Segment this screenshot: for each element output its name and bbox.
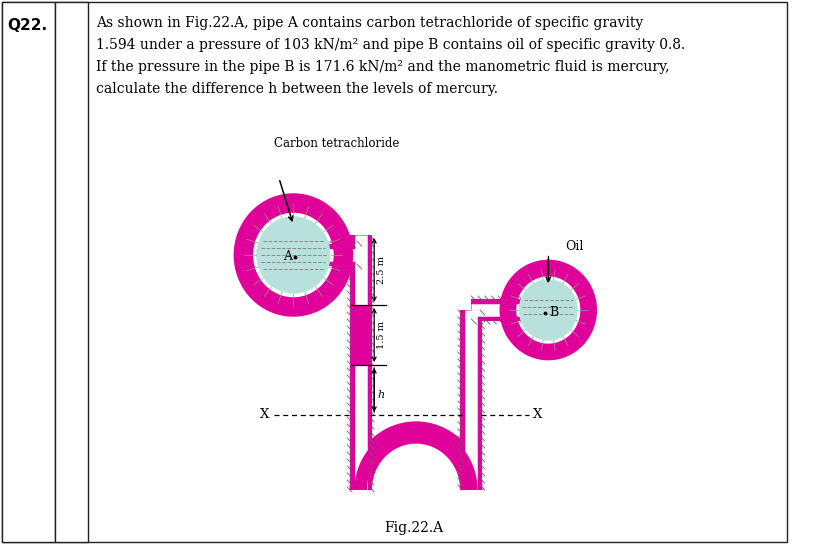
Text: As shown in Fig.22.A, pipe A contains carbon tetrachloride of specific gravity: As shown in Fig.22.A, pipe A contains ca… [96,16,643,30]
Text: X: X [260,409,269,422]
Text: 1.5 m: 1.5 m [377,321,386,349]
Text: h: h [377,390,384,400]
Circle shape [256,217,329,293]
Text: Fig.22.A: Fig.22.A [383,521,442,535]
Text: 1.594 under a pressure of 103 kN/m² and pipe B contains oil of specific gravity : 1.594 under a pressure of 103 kN/m² and … [96,38,685,52]
Bar [2,2,55,542]
Text: If the pressure in the pipe B is 171.6 kN/m² and the manometric fluid is mercury: If the pressure in the pipe B is 171.6 k… [96,60,669,74]
Circle shape [518,280,577,340]
Text: Carbon tetrachloride: Carbon tetrachloride [274,137,399,150]
Text: B: B [549,306,558,319]
Text: X: X [532,409,541,422]
Text: 2.5 m: 2.5 m [377,256,386,284]
Bar [55,2,88,542]
Text: A: A [283,250,292,263]
Text: Oil: Oil [565,239,583,252]
Text: Q22.: Q22. [7,18,48,33]
Text: calculate the difference h between the levels of mercury.: calculate the difference h between the l… [96,82,498,96]
